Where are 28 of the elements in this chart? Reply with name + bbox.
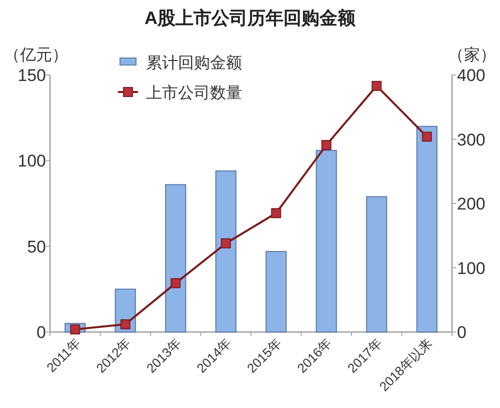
bar (165, 184, 186, 332)
y-tick-label: 0 (36, 323, 46, 342)
y2-tick-label: 0 (457, 323, 466, 342)
bar (416, 126, 438, 332)
point (220, 238, 231, 248)
legend-label: 累计回购金额 (146, 54, 242, 72)
y2-tick-label: 300 (457, 130, 486, 150)
y2-tick-label: 200 (457, 194, 486, 214)
y-tick-label: 150 (18, 66, 46, 85)
bar (266, 250, 287, 332)
y2-axis-title: （家） (448, 46, 496, 64)
bar (215, 170, 236, 332)
bar (366, 196, 388, 332)
y2-tick-label: 100 (457, 258, 486, 278)
point (422, 132, 432, 142)
point (271, 208, 282, 218)
y-tick-label: 50 (27, 237, 46, 256)
point (170, 278, 181, 288)
point (372, 80, 382, 91)
chart-title: A股上市公司历年回购金额 (144, 8, 356, 28)
bar (316, 150, 337, 332)
point (321, 140, 332, 150)
y-tick-label: 100 (18, 152, 46, 171)
y-axis-title: （亿元） (4, 47, 68, 64)
point (120, 319, 130, 330)
point (70, 324, 80, 334)
y2-tick-label: 400 (457, 66, 486, 85)
legend-label: 上市公司数量 (146, 84, 242, 102)
